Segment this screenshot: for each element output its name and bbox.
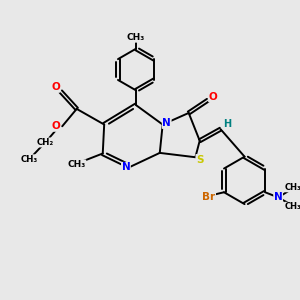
Text: CH₃: CH₃ (285, 183, 300, 192)
Text: N: N (162, 118, 171, 128)
Text: CH₂: CH₂ (37, 138, 54, 147)
Text: H: H (223, 119, 231, 129)
Text: N: N (274, 193, 283, 202)
Text: Br: Br (202, 193, 215, 202)
Text: O: O (208, 92, 217, 102)
Text: CH₃: CH₃ (285, 202, 300, 211)
Text: CH₃: CH₃ (21, 155, 38, 164)
Text: N: N (122, 162, 130, 172)
Text: S: S (196, 154, 203, 165)
Text: O: O (52, 121, 60, 131)
Text: CH₃: CH₃ (127, 33, 145, 42)
Text: O: O (51, 82, 60, 92)
Text: CH₃: CH₃ (68, 160, 86, 169)
